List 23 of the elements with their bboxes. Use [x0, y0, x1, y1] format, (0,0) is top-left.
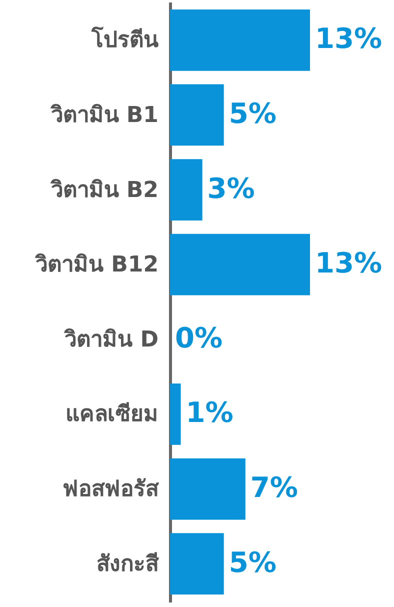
data-label: 5% [228, 96, 276, 130]
data-label: 13% [315, 22, 382, 56]
bar [170, 384, 181, 445]
y-tick-label: วิตามิน D [64, 327, 158, 352]
bar [170, 84, 224, 146]
y-tick-label: โปรตีน [90, 26, 158, 54]
data-label: 0% [175, 321, 223, 354]
y-tick-label: วิตามิน B12 [34, 252, 158, 278]
data-label: 7% [250, 471, 298, 504]
y-tick-label: วิตามิน B2 [50, 178, 158, 203]
y-tick-label: วิตามิน B1 [50, 102, 158, 128]
bar [170, 533, 224, 595]
data-label: 5% [228, 546, 276, 579]
bar [170, 458, 246, 520]
bar [170, 9, 310, 71]
bar [170, 234, 310, 296]
bar [170, 159, 202, 220]
data-label: 1% [186, 396, 234, 430]
data-label: 13% [315, 246, 382, 280]
y-tick-label: แคลเซียม [66, 402, 158, 428]
y-tick-label: สังกะสี [96, 552, 160, 577]
y-tick-label: ฟอสฟอรัส [62, 477, 160, 502]
data-label: 3% [207, 172, 255, 205]
